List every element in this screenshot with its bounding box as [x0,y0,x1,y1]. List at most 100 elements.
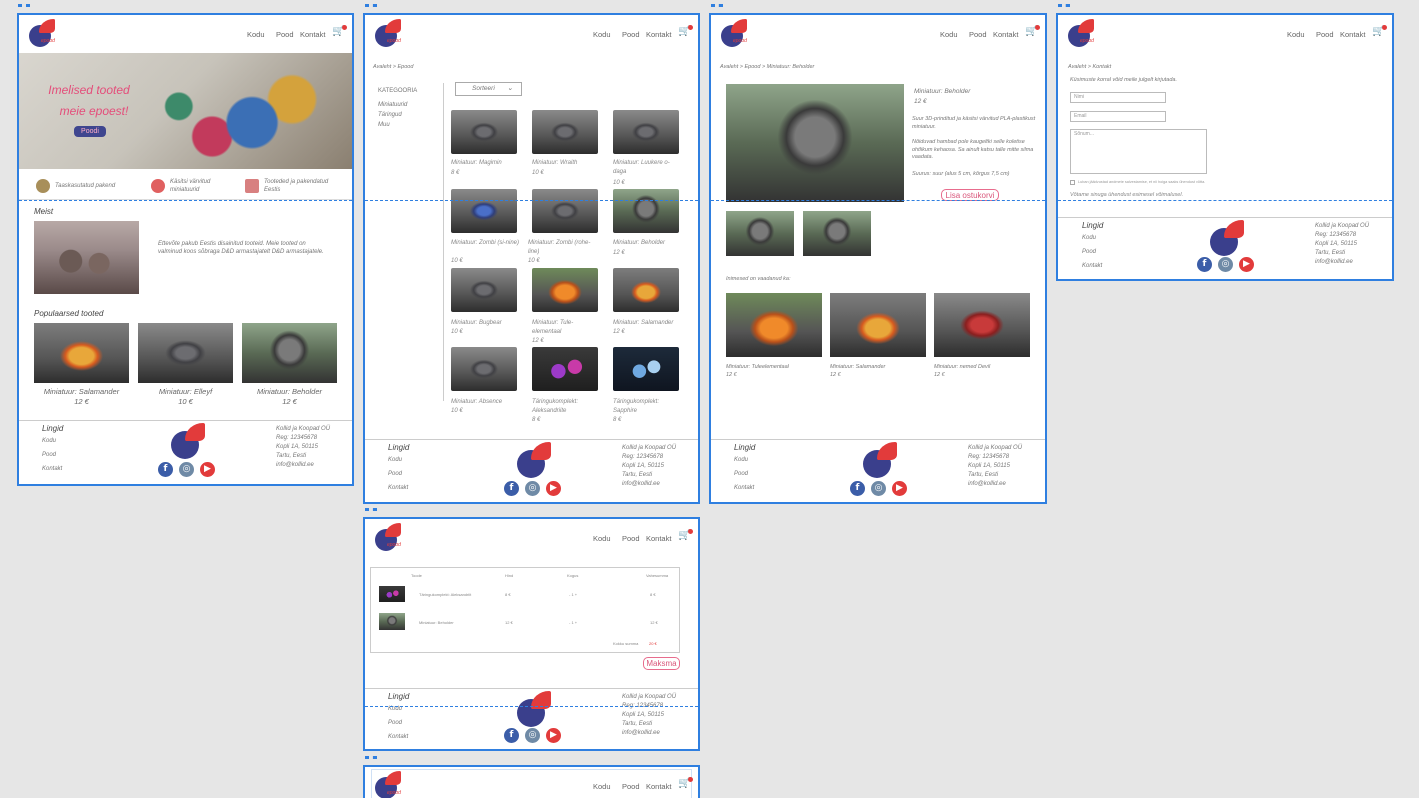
nav-home[interactable]: Kodu [593,30,611,39]
product-image[interactable] [532,110,598,154]
logo[interactable]: epood [373,19,403,49]
product-image[interactable] [451,110,517,154]
youtube-icon[interactable]: ▶ [546,728,561,743]
product-image[interactable] [451,189,517,233]
nav-shop[interactable]: Pood [1316,30,1334,39]
artboard-handle[interactable] [365,508,377,511]
consent-checkbox[interactable] [1070,180,1075,185]
product-title[interactable]: Miniatuur: Luukere o-daga [613,160,670,175]
footer-logo[interactable] [517,691,553,727]
popular-image-3[interactable] [242,323,337,383]
footer-link-contact[interactable]: Kontakt [1082,263,1103,269]
product-image[interactable] [532,189,598,233]
instagram-icon[interactable]: ◎ [871,481,886,496]
product-image[interactable] [613,347,679,391]
footer-link-contact[interactable]: Kontakt [388,734,409,740]
nav-home[interactable]: Kodu [940,30,958,39]
cart-icon[interactable]: 🛒 [1372,25,1387,37]
pay-button[interactable]: Maksma [643,657,680,670]
product-image[interactable] [532,268,598,312]
product-image[interactable] [532,347,598,391]
category-other[interactable]: Muu [378,122,390,128]
footer-link-home[interactable]: Kodu [388,457,403,463]
footer-link-contact[interactable]: Kontakt [388,485,409,491]
instagram-icon[interactable]: ◎ [525,728,540,743]
nav-shop[interactable]: Pood [276,30,294,39]
nav-shop[interactable]: Pood [622,782,640,791]
nav-contact[interactable]: Kontakt [646,782,672,791]
nav-home[interactable]: Kodu [593,782,611,791]
facebook-icon[interactable]: f [850,481,865,496]
nav-contact[interactable]: Kontakt [1340,30,1366,39]
breadcrumb[interactable]: Avaleht > Epood [373,64,414,70]
youtube-icon[interactable]: ▶ [892,481,907,496]
product-title[interactable]: Miniatuur: Beholder [613,240,666,246]
footer-link-shop[interactable]: Pood [388,471,403,477]
message-field[interactable]: Sõnum... [1070,129,1207,174]
facebook-icon[interactable]: f [504,481,519,496]
youtube-icon[interactable]: ▶ [1239,257,1254,272]
instagram-icon[interactable]: ◎ [525,481,540,496]
footer-link-home[interactable]: Kodu [42,438,57,444]
facebook-icon[interactable]: f [504,728,519,743]
breadcrumb[interactable]: Avaleht > Kontakt [1068,64,1112,70]
breadcrumb[interactable]: Avaleht > Epood > Miniatuur: Beholder [720,64,815,70]
instagram-icon[interactable]: ◎ [1218,257,1233,272]
quantity-stepper[interactable]: - 1 + [569,620,578,625]
footer-link-shop[interactable]: Pood [388,720,403,726]
related-name-2[interactable]: Miniatuur: Salamander [830,364,886,370]
footer-link-shop[interactable]: Pood [1082,249,1097,255]
footer-logo[interactable] [1210,220,1246,256]
add-to-cart-button[interactable]: Lisa ostukorvi [941,189,999,201]
nav-home[interactable]: Kodu [1287,30,1305,39]
nav-home[interactable]: Kodu [593,534,611,543]
product-title[interactable]: Miniatuur: Magimin [451,160,502,166]
nav-contact[interactable]: Kontakt [646,534,672,543]
logo[interactable]: epood [373,523,403,553]
nav-shop[interactable]: Pood [622,534,640,543]
cart-icon[interactable]: 🛒 [678,25,693,37]
logo[interactable]: epood [1066,19,1096,49]
footer-link-shop[interactable]: Pood [734,471,749,477]
cart-icon[interactable]: 🛒 [1025,25,1040,37]
product-title[interactable]: Miniatuur: Absence [451,399,503,405]
product-title[interactable]: Miniatuur: Wraith [532,160,578,166]
quantity-stepper[interactable]: - 1 + [569,592,578,597]
artboard-handle[interactable] [365,756,377,759]
footer-link-home[interactable]: Kodu [388,706,403,712]
footer-link-home[interactable]: Kodu [734,457,749,463]
product-title[interactable]: Miniatuur: Tule-elementaal [532,320,574,335]
product-title[interactable]: Miniatuur: Zombi (rohe-line) [528,240,591,255]
youtube-icon[interactable]: ▶ [200,462,215,477]
popular-name-2[interactable]: Miniatuur: Elleyf [158,387,213,396]
related-image-2[interactable] [830,293,926,357]
footer-logo[interactable] [863,442,899,478]
category-miniatures[interactable]: Miniatuurid [378,102,408,108]
email-field[interactable]: Email [1070,111,1166,122]
nav-contact[interactable]: Kontakt [646,30,672,39]
facebook-icon[interactable]: f [1197,257,1212,272]
logo[interactable]: epood [27,19,57,49]
artboard-handle[interactable] [365,4,377,7]
product-thumb-2[interactable] [803,211,871,256]
nav-contact[interactable]: Kontakt [993,30,1019,39]
related-name-1[interactable]: Miniatuur: Tuleelementaal [726,364,789,370]
related-image-3[interactable] [934,293,1030,357]
related-name-3[interactable]: Miniatuur: nemed Devil [934,364,991,370]
product-image[interactable] [613,189,679,233]
nav-contact[interactable]: Kontakt [300,30,326,39]
footer-link-contact[interactable]: Kontakt [734,485,755,491]
product-image[interactable] [451,347,517,391]
footer-link-contact[interactable]: Kontakt [42,466,63,472]
youtube-icon[interactable]: ▶ [546,481,561,496]
popular-image-2[interactable] [138,323,233,383]
cart-icon[interactable]: 🛒 [678,529,693,541]
artboard-handle[interactable] [711,4,723,7]
logo[interactable]: epood [719,19,749,49]
product-title[interactable]: Miniatuur: Bugbear [451,320,502,326]
footer-logo[interactable] [517,442,553,478]
product-title[interactable]: Miniatuur: Zombi (si-nine) [451,240,520,246]
footer-link-home[interactable]: Kodu [1082,235,1097,241]
product-image[interactable] [613,268,679,312]
product-title[interactable]: Täringukomplekt: Sapphire [613,399,660,414]
